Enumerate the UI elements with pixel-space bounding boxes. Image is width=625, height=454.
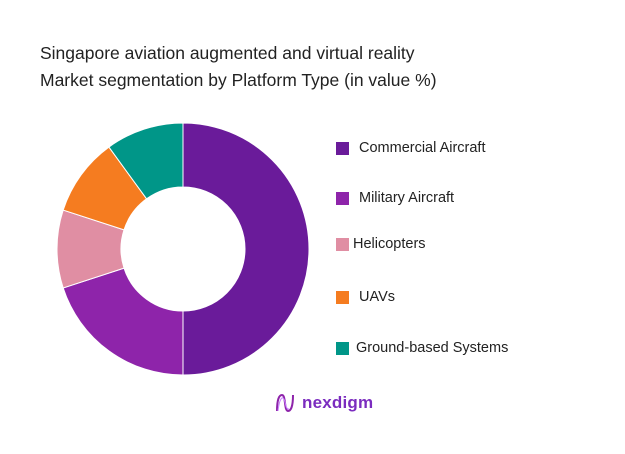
nexdigm-logo-icon <box>276 393 294 413</box>
legend-label: UAVs <box>359 289 395 305</box>
brand-logo: nexdigm <box>274 392 373 414</box>
donut-slice-commercial-aircraft <box>182 122 310 376</box>
legend-swatch <box>336 191 349 205</box>
brand-name: nexdigm <box>302 393 374 412</box>
legend-swatch <box>336 290 349 304</box>
legend-label: Commercial Aircraft <box>359 140 486 156</box>
chart-title: Singapore aviation augmented and virtual… <box>40 40 437 94</box>
legend-label: Military Aircraft <box>359 190 455 206</box>
legend-label: Ground-based Systems <box>356 340 509 356</box>
donut-slice-ground-based-systems <box>108 122 184 200</box>
chart-title-line-1: Singapore aviation augmented and virtual… <box>40 43 415 63</box>
legend-item-uavs: UAVs <box>336 289 395 305</box>
chart-title-line-2: Market segmentation by Platform Type (in… <box>40 70 437 90</box>
legend-item-helicopters: Helicopters <box>336 236 426 252</box>
legend-label: Helicopters <box>353 236 426 252</box>
legend-item-commercial-aircraft: Commercial Aircraft <box>336 140 486 156</box>
legend-item-ground-based-systems: Ground-based Systems <box>336 340 508 356</box>
legend-item-military-aircraft: Military Aircraft <box>336 190 454 206</box>
legend-swatch <box>336 341 349 355</box>
legend-swatch <box>336 141 349 155</box>
donut-slice-military-aircraft <box>62 267 184 376</box>
legend-swatch <box>336 237 349 251</box>
